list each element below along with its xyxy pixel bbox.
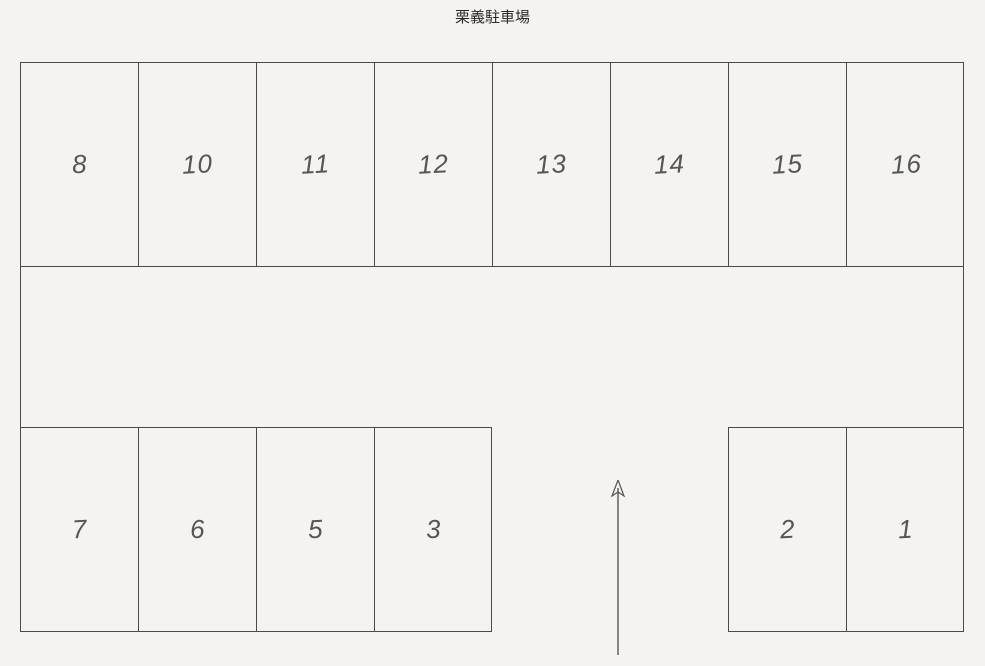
- parking-slot: 12: [375, 63, 493, 266]
- parking-slot: 13: [493, 63, 611, 266]
- slot-number: 13: [535, 148, 568, 181]
- slot-number: 2: [779, 514, 796, 546]
- parking-slot: 2: [729, 428, 847, 631]
- slot-number: 11: [300, 148, 331, 180]
- north-arrow-icon: [608, 480, 628, 660]
- parking-slot: 5: [257, 428, 375, 631]
- parking-slot: 7: [21, 428, 139, 631]
- parking-row-bottom-right: 2 1: [728, 427, 964, 632]
- parking-slot: 14: [611, 63, 729, 266]
- slot-number: 6: [189, 514, 206, 546]
- parking-slot: 6: [139, 428, 257, 631]
- parking-slot: 1: [847, 428, 965, 631]
- parking-slot: 16: [847, 63, 965, 266]
- slot-number: 8: [71, 149, 88, 181]
- parking-slot: 3: [375, 428, 493, 631]
- slot-number: 10: [181, 148, 214, 181]
- parking-slot: 8: [21, 63, 139, 266]
- slot-number: 5: [307, 514, 324, 546]
- slot-number: 15: [771, 148, 804, 181]
- parking-row-bottom-left: 7 6 5 3: [20, 427, 492, 632]
- slot-number: 12: [417, 148, 450, 181]
- slot-number: 3: [425, 514, 442, 546]
- parking-slot: 10: [139, 63, 257, 266]
- slot-number: 16: [890, 148, 923, 181]
- parking-row-top: 8 10 11 12 13 14 15 16: [20, 62, 964, 267]
- slot-number: 7: [71, 514, 88, 546]
- slot-number: 1: [897, 514, 914, 546]
- page-title: 栗義駐車場: [0, 6, 985, 27]
- parking-slot: 15: [729, 63, 847, 266]
- parking-slot: 11: [257, 63, 375, 266]
- slot-number: 14: [653, 148, 686, 181]
